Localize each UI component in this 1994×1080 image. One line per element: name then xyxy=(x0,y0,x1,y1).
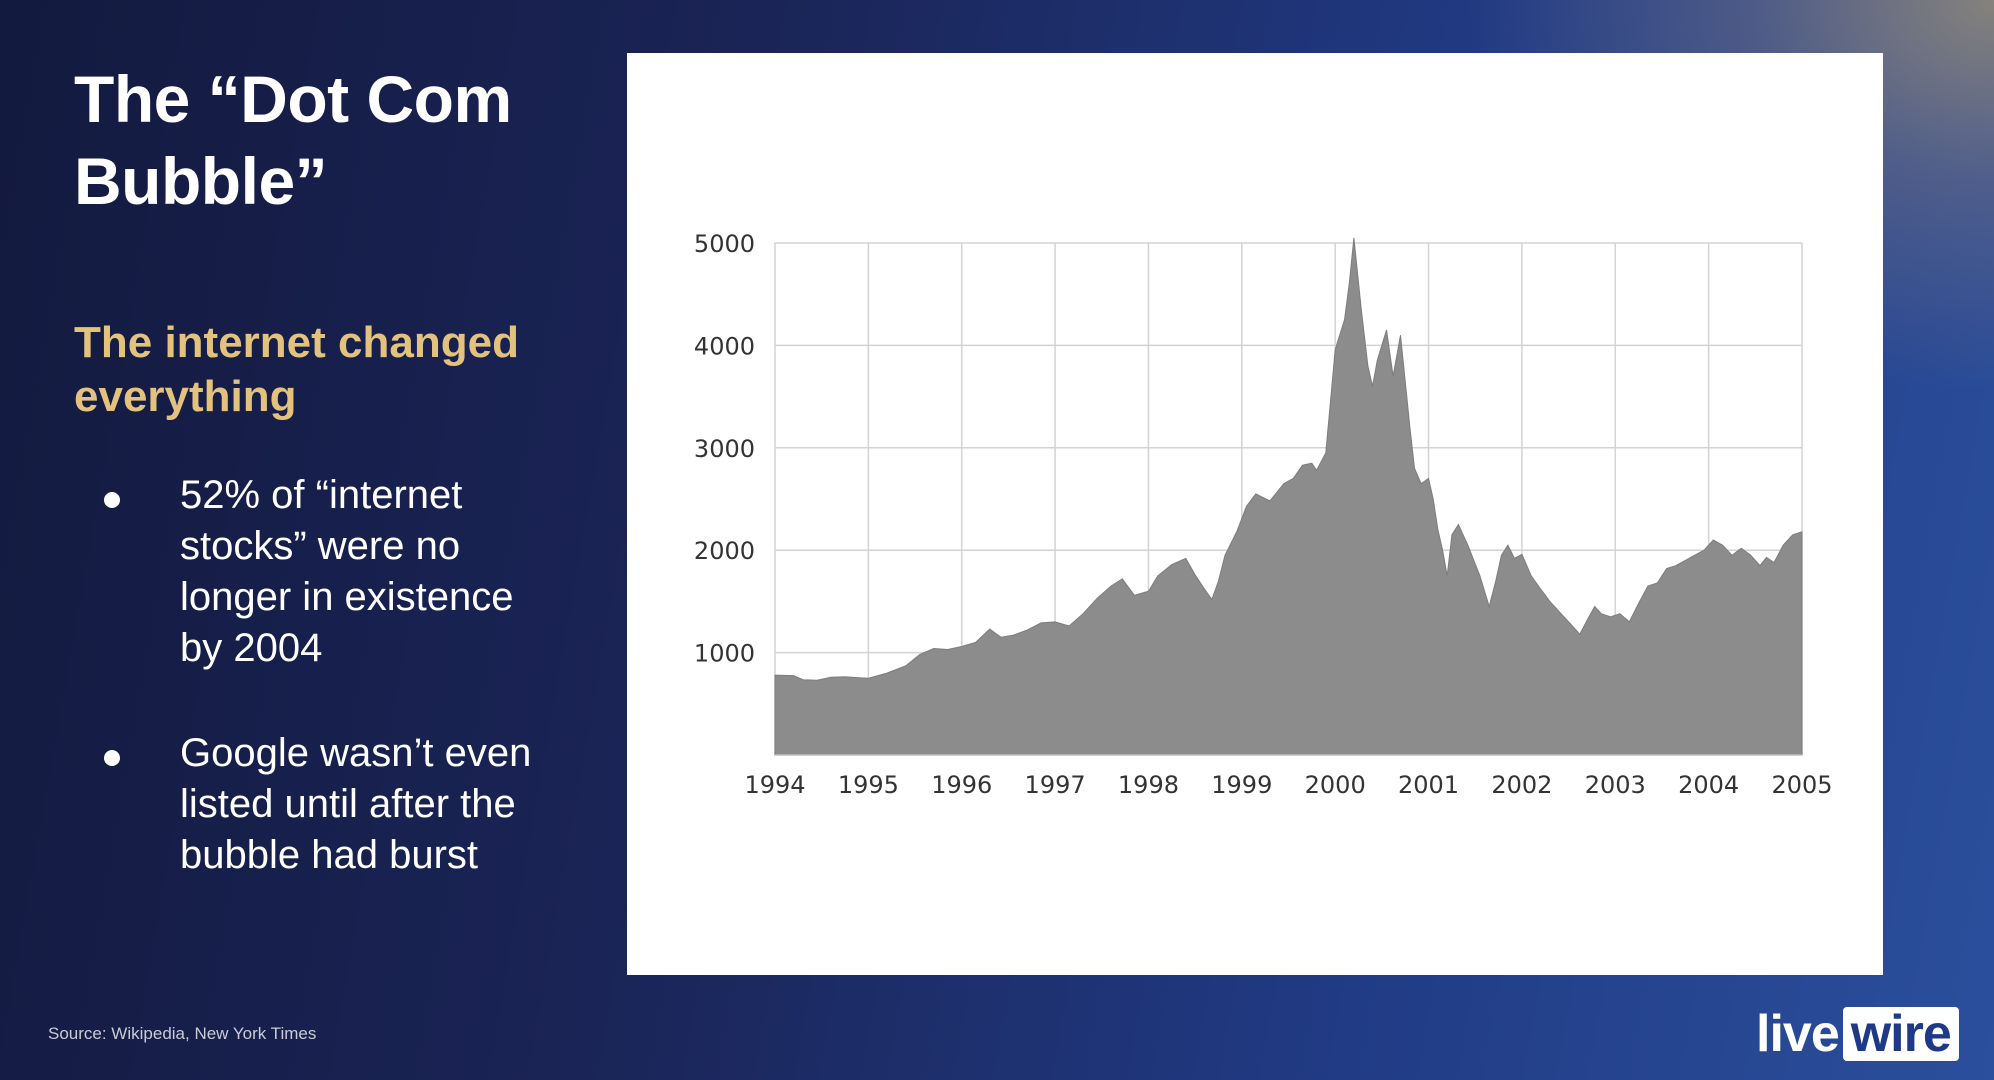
slide-subtitle-line1: The internet changed xyxy=(74,318,519,367)
y-tick-label: 1000 xyxy=(694,640,755,668)
bullet-line: Google wasn’t even xyxy=(180,731,532,775)
bullet-item: 52% of “internet stocks” were no longer … xyxy=(74,470,594,674)
bullet-dot-icon xyxy=(104,492,120,508)
y-tick-label: 5000 xyxy=(694,230,755,258)
slide-subtitle-line2: everything xyxy=(74,372,297,421)
logo-live-text: live xyxy=(1756,1005,1840,1063)
slide-title-line2: Bubble” xyxy=(74,144,328,218)
text-panel: The “Dot Com Bubble” The internet change… xyxy=(74,58,594,935)
x-tick-label: 2003 xyxy=(1585,771,1646,799)
slide-subtitle: The internet changed everything xyxy=(74,316,594,424)
slide-title: The “Dot Com Bubble” xyxy=(74,58,594,222)
bullet-line: longer in existence xyxy=(180,575,514,619)
slide-title-line1: The “Dot Com xyxy=(74,62,512,136)
y-tick-label: 4000 xyxy=(694,332,755,360)
bullet-line: by 2004 xyxy=(180,626,323,670)
bullet-dot-icon xyxy=(104,750,120,766)
area-series xyxy=(774,237,1803,756)
x-tick-label: 1994 xyxy=(744,771,805,799)
bullet-line: bubble had burst xyxy=(180,833,479,877)
chart-card: 1994 1995 1996 1997 1998 1999 2000 2001 2002 2003… xyxy=(627,53,1883,975)
x-tick-label: 2002 xyxy=(1491,771,1552,799)
source-note: Source: Wikipedia, New York Times xyxy=(48,1024,317,1043)
logo-wire-text: wire xyxy=(1842,1007,1959,1061)
x-tick-label: 1998 xyxy=(1118,771,1179,799)
bullet-line: 52% of “internet xyxy=(180,473,463,517)
x-tick-label: 1999 xyxy=(1211,771,1272,799)
bullet-line: listed until after the xyxy=(180,782,516,826)
bullet-line: stocks” were no xyxy=(180,524,461,568)
livewire-logo: live wire xyxy=(1756,1005,1959,1063)
x-tick-label: 2000 xyxy=(1305,771,1366,799)
x-tick-label: 2004 xyxy=(1678,771,1739,799)
x-tick-label: 1996 xyxy=(931,771,992,799)
x-tick-label: 2001 xyxy=(1398,771,1459,799)
y-tick-label: 2000 xyxy=(694,537,755,565)
x-tick-label: 1995 xyxy=(838,771,899,799)
bullet-list: 52% of “internet stocks” were no longer … xyxy=(74,470,594,881)
y-tick-label: 3000 xyxy=(694,435,755,463)
x-tick-label: 2005 xyxy=(1771,771,1832,799)
bullet-item: Google wasn’t even listed until after th… xyxy=(74,728,594,881)
nasdaq-area-chart: 1994 1995 1996 1997 1998 1999 2000 2001 2002 2003… xyxy=(694,230,1833,799)
x-tick-label: 1997 xyxy=(1025,771,1086,799)
